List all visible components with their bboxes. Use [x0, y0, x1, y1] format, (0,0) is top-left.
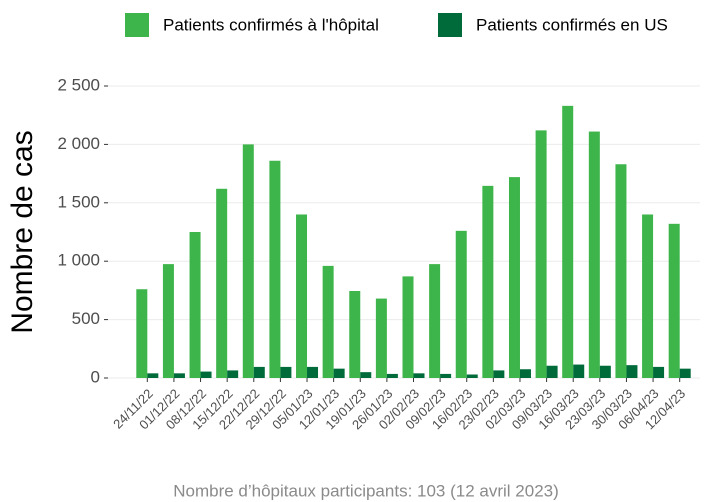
bar [519, 369, 531, 378]
bar [280, 366, 292, 378]
bar [269, 160, 281, 378]
bar [679, 368, 691, 378]
bar [333, 368, 345, 378]
bar [242, 144, 254, 378]
bar [535, 130, 547, 378]
bar [147, 373, 159, 378]
bar [482, 185, 494, 378]
bar [200, 371, 212, 378]
y-tick-label: 1 500 [57, 192, 100, 211]
y-tick-label: 500 [72, 309, 100, 328]
bar [216, 188, 228, 378]
bar [573, 364, 585, 378]
bar [440, 373, 452, 378]
caption: Nombre d’hôpitaux participants: 103 (12 … [173, 481, 559, 500]
bar [375, 298, 387, 378]
bar [296, 214, 308, 378]
bar [402, 276, 414, 378]
bar [253, 366, 265, 378]
bar [162, 264, 174, 378]
y-tick-label: 2 000 [57, 134, 100, 153]
bar [546, 365, 558, 378]
bar [508, 177, 520, 378]
bar [562, 105, 574, 378]
bar [189, 232, 201, 378]
bar [599, 365, 611, 378]
bar [626, 365, 638, 378]
bar [588, 131, 600, 378]
y-tick-label: 0 [91, 367, 100, 386]
bar [307, 366, 319, 378]
bar [136, 289, 148, 378]
bar [322, 265, 334, 378]
bar [173, 373, 185, 378]
bar [466, 374, 478, 378]
bar [386, 373, 398, 378]
legend-label: Patients confirmés en US [476, 15, 668, 34]
bar [227, 370, 239, 378]
bar [413, 373, 425, 378]
bar [493, 370, 505, 378]
bar [642, 214, 654, 378]
legend-label: Patients confirmés à l'hôpital [163, 15, 379, 34]
y-axis-title: Nombre de cas [6, 130, 39, 333]
bar [653, 366, 665, 378]
y-tick-label: 2 500 [57, 75, 100, 94]
bar [429, 264, 441, 378]
bar [455, 230, 467, 378]
bar [668, 223, 680, 378]
legend-swatch [125, 13, 149, 37]
legend-swatch [438, 13, 462, 37]
y-tick-label: 1 000 [57, 251, 100, 270]
bar [360, 372, 372, 378]
bar [349, 290, 361, 378]
bar [615, 164, 627, 378]
